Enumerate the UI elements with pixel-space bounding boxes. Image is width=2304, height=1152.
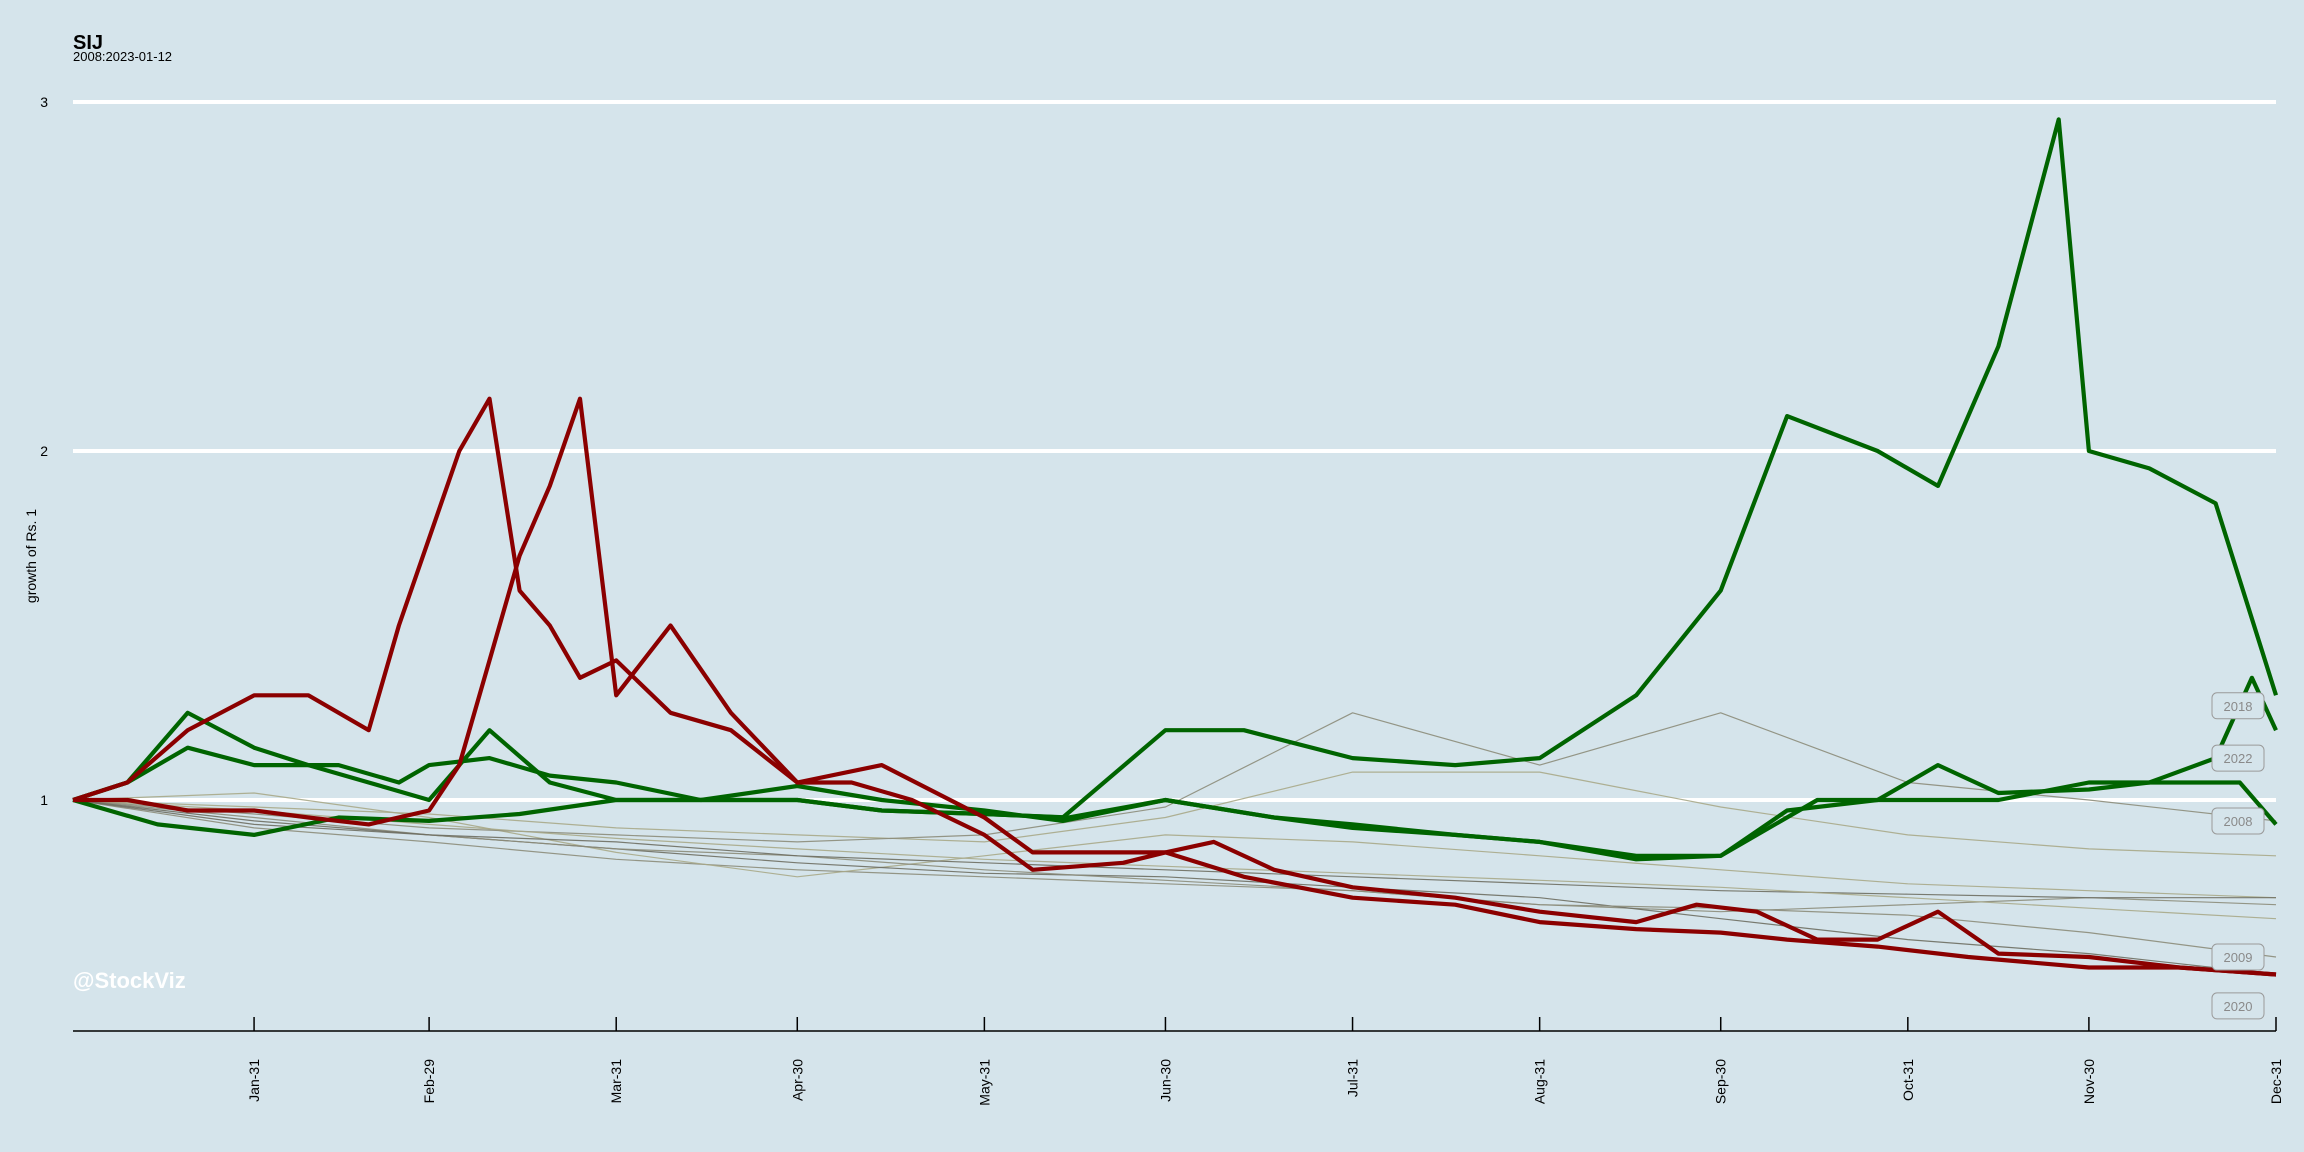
series-line-1 (72, 792, 2277, 899)
series-line-10 (72, 710, 2278, 862)
x-tick-label: Aug-31 (1532, 1059, 1548, 1104)
x-tick-label: Jun-30 (1157, 1059, 1173, 1102)
svg-text:2018: 2018 (2224, 699, 2253, 714)
series-lines (72, 117, 2279, 977)
y-axis-ticks: 1 2 3 (40, 94, 48, 808)
x-tick-label: Feb-29 (421, 1059, 437, 1104)
svg-text:2008: 2008 (2224, 814, 2253, 829)
x-tick-label: Dec-31 (2268, 1059, 2284, 1104)
x-tick-label: Jul-31 (1345, 1059, 1361, 1097)
series-line-7 (72, 799, 2277, 920)
series-line-6 (72, 799, 2276, 899)
y-tick-label: 3 (40, 94, 48, 110)
svg-text:2009: 2009 (2224, 950, 2253, 965)
series-line-4 (72, 771, 2277, 857)
x-tick-label: Mar-31 (608, 1059, 624, 1104)
x-tick-label: Jan-31 (246, 1059, 262, 1102)
year-label-2020: 2020 (2211, 992, 2265, 1020)
svg-text:2020: 2020 (2224, 999, 2253, 1014)
series-line-8 (72, 117, 2279, 820)
series-line-11 (72, 396, 2277, 977)
x-axis-ticks: Jan-31 Feb-29 Mar-31 Apr-30 May-31 Jun-30 Jul-… (246, 1017, 2284, 1106)
year-label-2022: 2022 (2211, 744, 2265, 772)
y-axis-label: growth of Rs. 1 (23, 509, 39, 603)
chart-subtitle: 2008:2023-01-12 (73, 49, 172, 64)
x-tick-label: Nov-30 (2081, 1059, 2097, 1104)
y-tick-label: 2 (40, 443, 48, 459)
chart-title: SIJ (73, 32, 103, 54)
x-tick-label: Sep-30 (1713, 1059, 1729, 1104)
series-line-9 (72, 675, 2278, 858)
x-tick-label: Apr-30 (789, 1059, 805, 1101)
gridlines (73, 100, 2276, 802)
series-line-3 (72, 799, 2277, 958)
year-label-2008: 2008 (2211, 807, 2265, 835)
x-tick-label: May-31 (976, 1059, 992, 1106)
series-line-12 (73, 396, 2277, 977)
watermark: @StockViz (73, 968, 186, 993)
x-tick-label: Oct-31 (1900, 1059, 1916, 1101)
y-tick-label: 1 (40, 792, 48, 808)
series-line-0 (72, 799, 2277, 913)
svg-text:2022: 2022 (2224, 751, 2253, 766)
year-labels: 2018 2022 2008 2009 2020 (2211, 692, 2265, 1020)
year-label-2009: 2009 (2211, 943, 2265, 971)
year-label-2018: 2018 (2211, 692, 2265, 720)
